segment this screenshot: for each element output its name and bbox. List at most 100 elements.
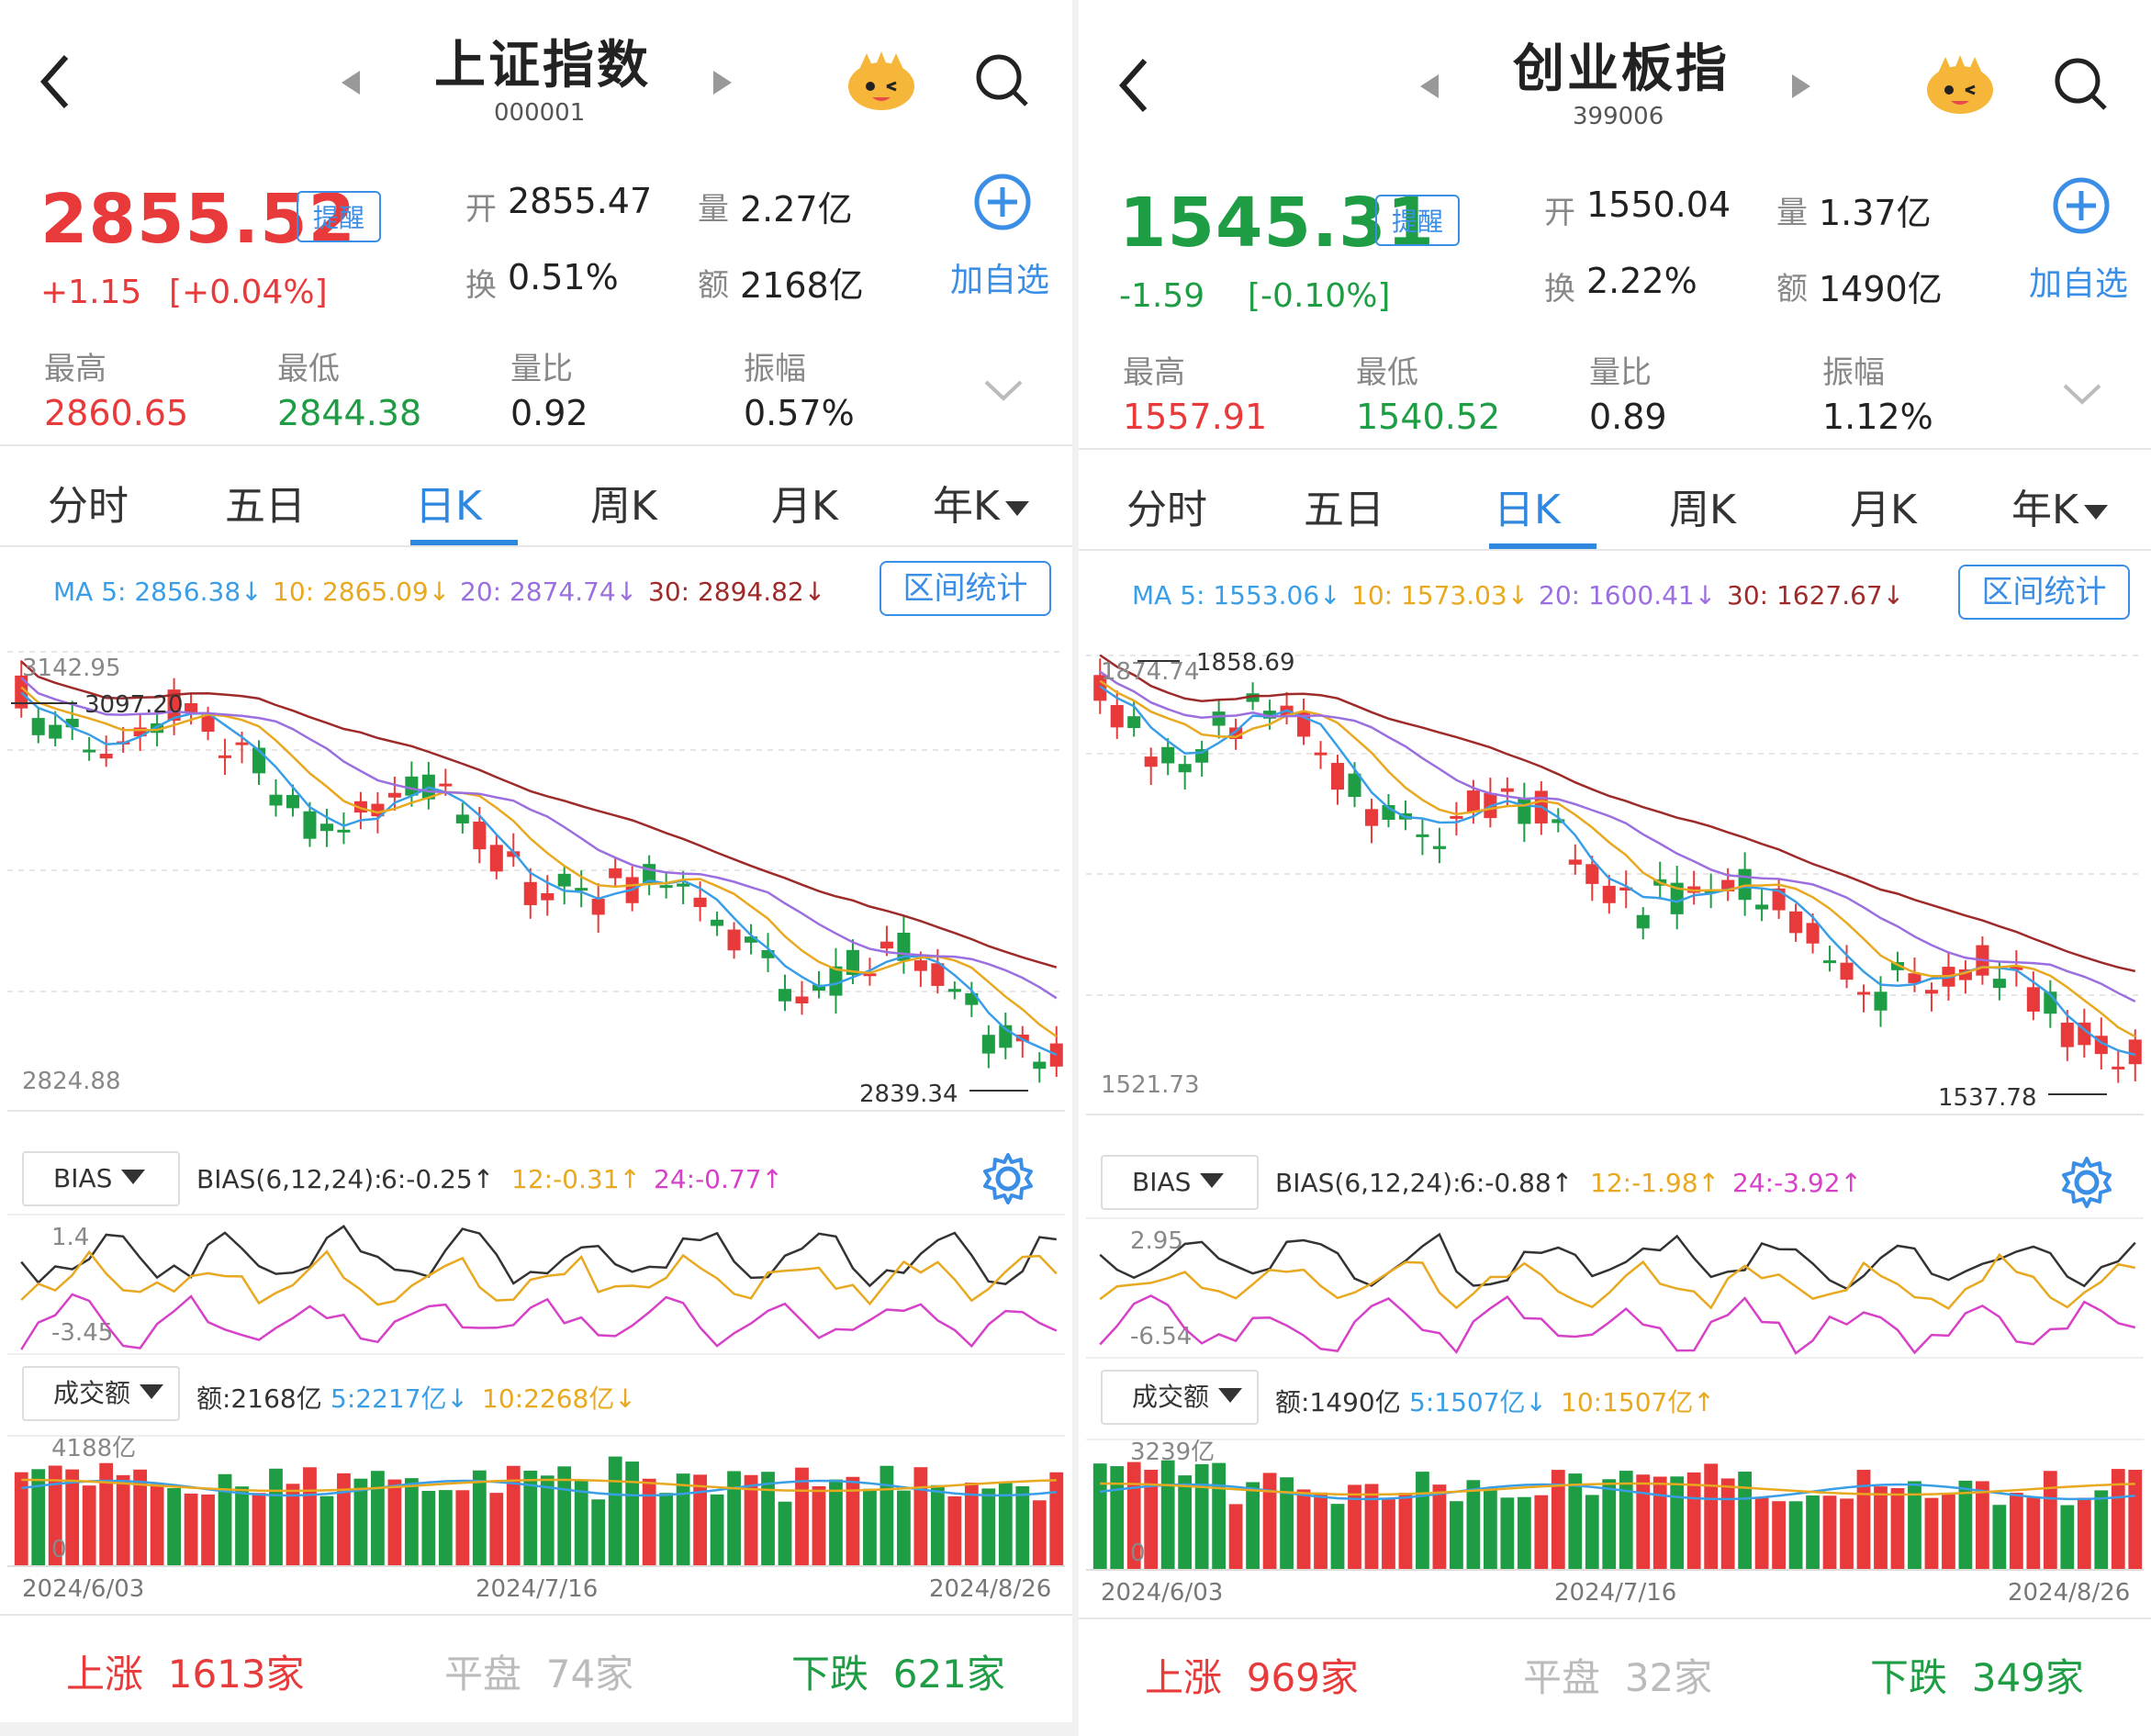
mascot-icon[interactable] (845, 46, 918, 116)
tab-daily-k[interactable]: 日K (415, 483, 482, 530)
prev-index-icon[interactable] (1418, 73, 1440, 104)
next-index-icon[interactable] (711, 69, 734, 100)
advancers[interactable]: 上涨 969家 (1145, 1647, 1359, 1703)
add-watchlist-button[interactable]: 加自选 (950, 262, 1050, 299)
volume-bar (1992, 1505, 2007, 1570)
candle-body (1602, 885, 1616, 903)
back-icon[interactable] (37, 50, 73, 118)
kline-chart[interactable]: 1874.74 1858.69 1521.73 1537.78 2.95 -6.… (1079, 628, 2151, 1583)
volume-bar (1364, 1484, 1379, 1570)
tab-weekly-k[interactable]: 周K (1669, 487, 1736, 533)
candle-body (591, 899, 605, 915)
volume-bar (608, 1456, 622, 1566)
volume-bar (1976, 1481, 1989, 1570)
candle-body (1552, 819, 1565, 823)
prev-index-icon[interactable] (340, 69, 362, 100)
volume-bar (1568, 1473, 1583, 1570)
mascot-icon[interactable] (1923, 50, 1997, 119)
remind-button[interactable]: 提醒 (297, 191, 382, 242)
tab-intraday[interactable]: 分时 (48, 483, 129, 530)
candle-body (1246, 693, 1260, 702)
bias-indicator-select[interactable]: BIAS (1101, 1155, 1259, 1210)
date-start: 2024/6/03 (22, 1575, 145, 1603)
open-label: 开 (1544, 195, 1575, 231)
unchanged-label: 平盘 (1523, 1655, 1601, 1700)
next-index-icon[interactable] (1790, 73, 1812, 104)
volume-bar (82, 1485, 96, 1566)
volume-bar (710, 1494, 724, 1566)
bias-line-1 (1099, 1252, 2136, 1310)
decliners[interactable]: 下跌 621家 (791, 1643, 1005, 1699)
range-stats-button[interactable]: 区间统计 (1958, 565, 2130, 620)
volume-bar (506, 1465, 521, 1566)
range-stats-button[interactable]: 区间统计 (879, 561, 1051, 616)
candle-body (1127, 716, 1141, 729)
volume-bar (659, 1493, 674, 1566)
settings-gear-icon[interactable] (2059, 1155, 2114, 1214)
volume-ma10-line (1100, 1482, 2135, 1496)
add-watchlist-button[interactable]: 加自选 (2029, 265, 2129, 303)
bias-indicator-select[interactable]: BIAS (22, 1151, 180, 1206)
price-low-label: 2839.34 (859, 1081, 958, 1108)
candle-body (1856, 991, 1871, 995)
candle-body (1110, 704, 1124, 728)
candle-body (1416, 834, 1429, 837)
advancers[interactable]: 上涨 1613家 (66, 1643, 305, 1699)
amplitude-value: 0.57% (744, 393, 855, 433)
candle-body (795, 996, 809, 1004)
candle-body (761, 949, 775, 958)
volume-bar (557, 1466, 572, 1566)
dropdown-caret-icon (121, 1170, 146, 1184)
unchanged[interactable]: 平盘 74家 (444, 1643, 633, 1699)
volume-bar (1483, 1487, 1497, 1570)
tab-yearly-k[interactable]: 年K (933, 473, 1031, 532)
volume-indicator-select[interactable]: 成交额 (22, 1366, 180, 1421)
decliners-label: 下跌 (791, 1652, 869, 1697)
candle-body (846, 949, 859, 975)
candle-body (49, 724, 62, 739)
low-label: 最低 (1356, 354, 1418, 391)
tab-five-day[interactable]: 五日 (225, 483, 306, 530)
volume-bar (1416, 1472, 1429, 1570)
candle-body (1015, 1034, 1029, 1042)
volume-bar (1636, 1474, 1651, 1570)
volume-bar (812, 1485, 826, 1566)
tab-intraday[interactable]: 分时 (1126, 487, 1207, 533)
advancers-count: 1613家 (167, 1652, 305, 1697)
candle-body (31, 718, 45, 735)
candle-body (1585, 864, 1599, 884)
vol-axis-zero: 0 (1130, 1540, 1146, 1567)
tab-daily-k[interactable]: 日K (1494, 487, 1561, 533)
expand-chevron-icon[interactable] (2061, 380, 2103, 411)
candle-body (1636, 914, 1650, 929)
bias-axis-top: 2.95 (1130, 1227, 1183, 1255)
search-icon[interactable] (2054, 57, 2109, 116)
remind-button[interactable]: 提醒 (1375, 195, 1461, 246)
amplitude-label: 振幅 (744, 351, 806, 387)
volume-bar (1246, 1482, 1260, 1570)
kline-chart[interactable]: 3142.95 3097.20 2824.88 2839.34 1.4 -3.4… (0, 624, 1072, 1579)
tab-yearly-k[interactable]: 年K (2011, 476, 2110, 535)
candle-body (455, 814, 469, 823)
unchanged[interactable]: 平盘 32家 (1523, 1647, 1712, 1703)
tab-monthly-k[interactable]: 月K (1850, 487, 1917, 533)
volume-indicator-select[interactable]: 成交额 (1101, 1370, 1259, 1425)
bias-params: BIAS(6,12,24): (196, 1164, 383, 1194)
decliners[interactable]: 下跌 349家 (1870, 1647, 2084, 1703)
back-icon[interactable] (1115, 53, 1152, 121)
candle-body (879, 941, 893, 949)
volume-bar (1619, 1471, 1633, 1570)
add-watchlist-icon[interactable] (973, 173, 1032, 235)
tab-weekly-k[interactable]: 周K (590, 483, 657, 530)
tab-five-day[interactable]: 五日 (1304, 487, 1384, 533)
settings-gear-icon[interactable] (980, 1151, 1036, 1210)
expand-chevron-icon[interactable] (982, 376, 1025, 408)
volume-bar (489, 1493, 504, 1566)
volume-bar (642, 1478, 656, 1566)
search-icon[interactable] (975, 53, 1030, 112)
candle-body (1049, 1043, 1063, 1067)
add-watchlist-icon[interactable] (2052, 176, 2111, 239)
candle-body (2010, 967, 2023, 970)
tab-monthly-k[interactable]: 月K (771, 483, 838, 530)
bias-axis-top: 1.4 (51, 1224, 89, 1251)
